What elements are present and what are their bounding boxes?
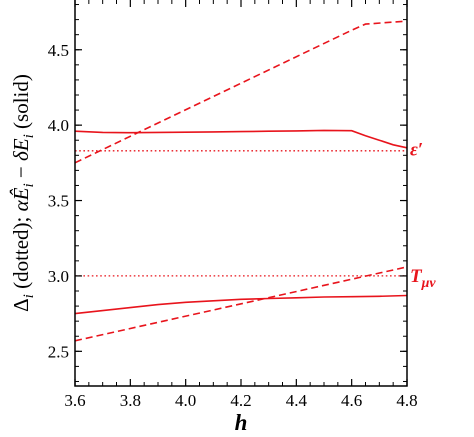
y-tick-label: 3.5 [48,192,69,211]
x-tick-label: 4.2 [230,391,251,410]
y-tick-label: 4.0 [48,116,69,135]
x-tick-label: 4.8 [396,391,417,410]
plot-frame [74,0,408,387]
series-label: Tμν [410,266,436,291]
y-tick-label: 2.5 [48,342,69,361]
series-line-dashed [74,266,408,342]
series-layer [74,20,408,342]
ticks-layer: 3.6 3.8 4.0 4.2 4.4 4.6 4.8 2.5 3.0 3.5 4.0 4.5 [48,0,418,410]
series-line-dashed [74,20,408,164]
x-tick-label: 4.0 [175,391,196,410]
y-tick-label: 3.0 [48,267,69,286]
y-axis-label: Δi (dotted); αÊi − δEi (solid) [9,74,37,312]
labels-layer: ε′ Tμν [410,139,436,291]
x-tick-label: 3.8 [120,391,141,410]
series-label: ε′ [410,139,423,160]
x-tick-label: 4.6 [341,391,362,410]
x-tick-label: 3.6 [64,391,85,410]
y-tick-label: 4.5 [48,41,69,60]
x-tick-label: 4.4 [286,391,308,410]
x-axis-label: h [235,410,248,435]
series-line-solid [74,294,408,315]
